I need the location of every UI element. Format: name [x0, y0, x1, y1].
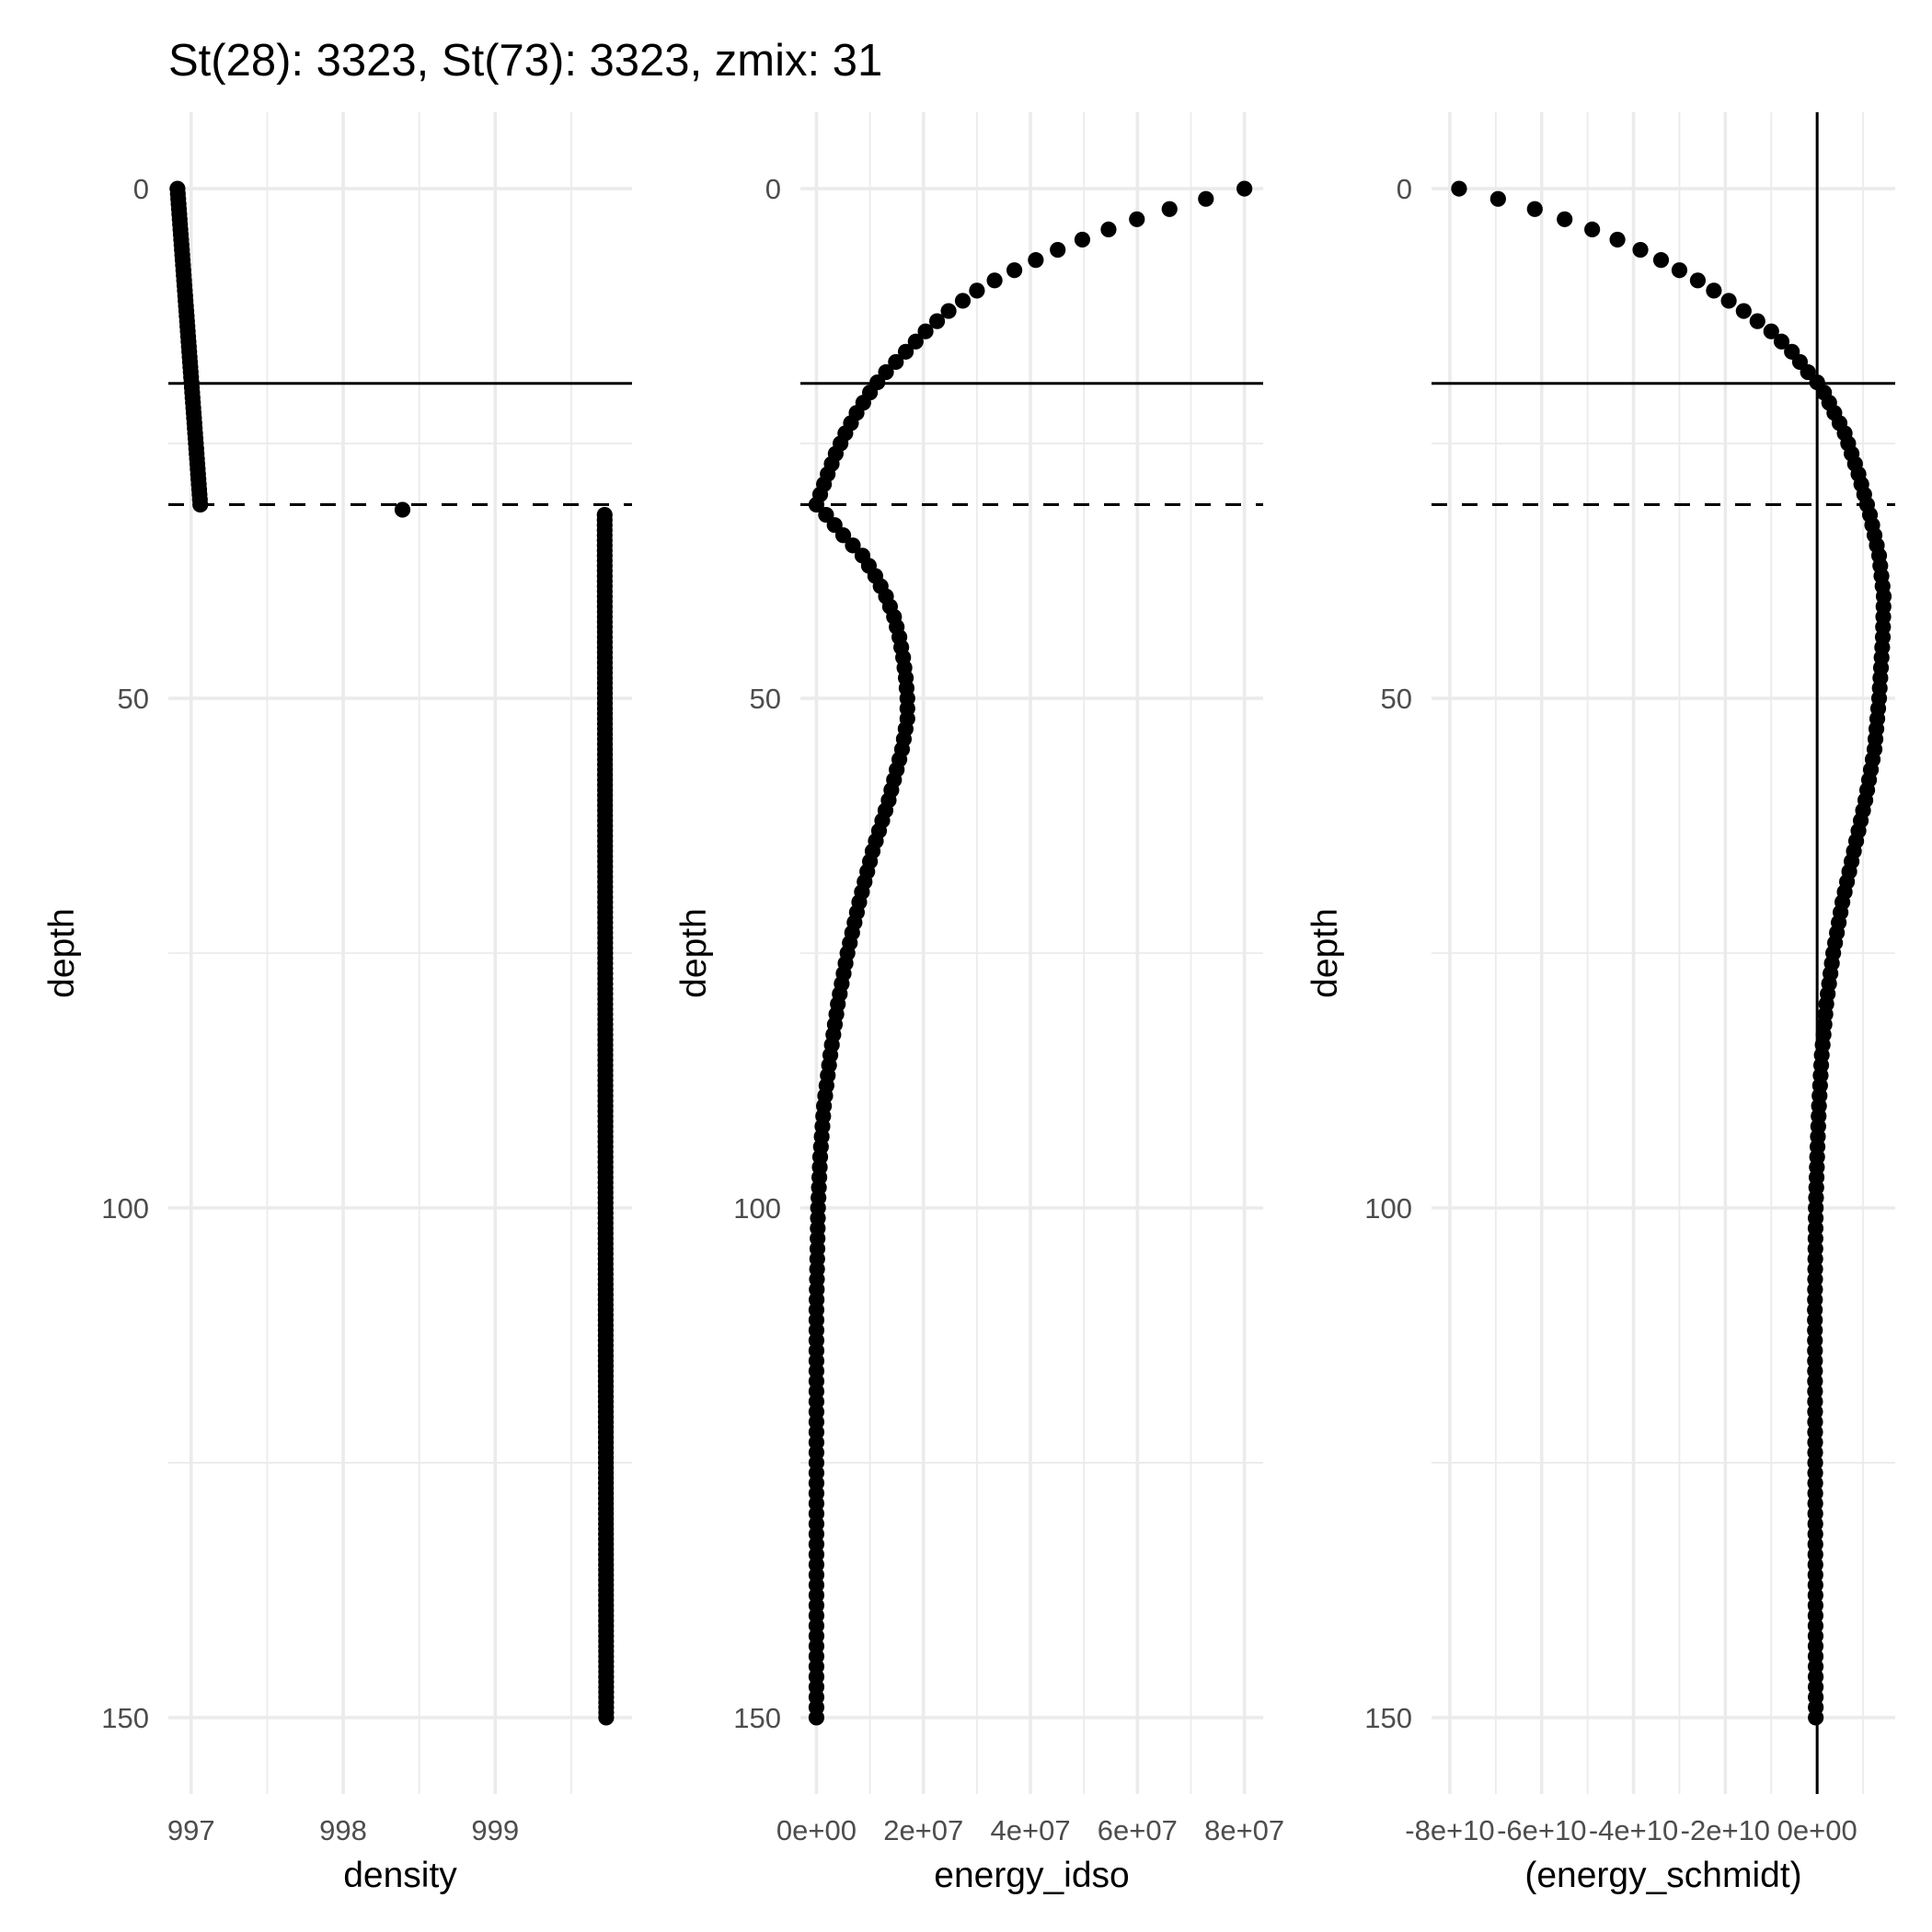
point-energy-idso-0: [1236, 180, 1253, 197]
point-energy-schmidt-3: [1557, 211, 1573, 227]
point-energy-idso-3: [1129, 211, 1145, 227]
x-tick-labels-energy-schmidt: -8e+10 -6e+10 -4e+10 -2e+10 0e+00: [1405, 1814, 1857, 1846]
x-axis-label-density: density: [343, 1856, 457, 1895]
x-axis-label-energy-schmidt: (energy_schmidt): [1524, 1856, 1801, 1895]
grid-density: [168, 112, 632, 1794]
y-tick-label: 50: [118, 683, 149, 715]
point-energy-idso-2: [1161, 201, 1178, 217]
point-energy-idso-5: [1074, 231, 1091, 248]
point-energy-idso-34: [834, 527, 852, 544]
point-energy-schmidt-9: [1689, 272, 1707, 289]
point-energy-idso-9: [986, 272, 1003, 289]
x-tick-label: 6e+07: [1098, 1814, 1178, 1846]
point-energy-schmidt-14: [1763, 323, 1779, 339]
x-tick-label: 997: [167, 1814, 215, 1846]
point-energy-schmidt-6: [1632, 241, 1649, 259]
point-energy-idso-10: [969, 282, 985, 299]
point-energy-schmidt-10: [1706, 282, 1722, 299]
point-energy-schmidt-15: [1773, 333, 1790, 350]
point-energy-schmidt-13: [1749, 313, 1765, 329]
grid-energy-idso: [800, 112, 1263, 1794]
y-tick-labels-energy-schmidt: 0 50 100 150: [1364, 173, 1412, 1734]
panel-energy-schmidt: -8e+10 -6e+10 -4e+10 -2e+10 0e+00 050100150 …: [1305, 112, 1895, 1895]
point-energy-idso-16: [897, 343, 914, 360]
point-energy-schmidt-2: [1526, 201, 1543, 217]
point-energy-idso-8: [1006, 262, 1023, 279]
point-energy-idso-35: [845, 537, 861, 554]
point-energy-schmidt-5: [1609, 231, 1626, 248]
x-tick-label: 4e+07: [991, 1814, 1071, 1846]
x-tick-label: 998: [319, 1814, 367, 1846]
y-tick-label: 100: [101, 1192, 149, 1225]
x-tick-label: 8e+07: [1204, 1814, 1284, 1846]
point-energy-schmidt-0: [1451, 180, 1467, 197]
point-energy-idso-1: [1198, 190, 1214, 207]
point-density-300: [598, 1709, 615, 1726]
panel-density: 997 998 999 0 50 100 150 density depth: [42, 112, 632, 1895]
y-tick-label: 0: [1397, 173, 1412, 205]
point-energy-idso-4: [1100, 221, 1117, 238]
y-axis-label-energy-schmidt: depth: [1305, 908, 1345, 998]
point-energy-schmidt-8: [1671, 262, 1688, 279]
x-tick-labels-density: 997 998 999: [167, 1814, 519, 1846]
x-tick-label: 2e+07: [883, 1814, 963, 1846]
points-energy-idso: [808, 180, 1253, 1726]
y-tick-label: 150: [1364, 1702, 1412, 1734]
y-axis-label-energy-idso: depth: [674, 908, 714, 998]
y-axis-label-density: depth: [42, 908, 82, 998]
y-tick-label: 50: [750, 683, 781, 715]
point-energy-idso-7: [1028, 252, 1044, 269]
y-tick-labels-energy-idso: 0 50 100 150: [733, 173, 781, 1734]
point-density-63: [394, 501, 411, 518]
reference-lines-density: [168, 382, 632, 507]
panel-energy-idso: 0e+00 2e+07 4e+07 6e+07 8e+07 0 50 100 150 ener…: [674, 112, 1284, 1895]
point-energy-idso-14: [917, 323, 934, 339]
y-tick-label: 150: [733, 1702, 781, 1734]
x-axis-label-energy-idso: energy_idso: [934, 1856, 1129, 1895]
point-energy-schmidt-12: [1735, 303, 1752, 319]
points-energy-schmidt: [1451, 180, 1892, 1726]
point-energy-idso-6: [1050, 241, 1066, 259]
point-energy-schmidt-150: [1808, 1709, 1824, 1726]
point-density-62: [192, 496, 209, 513]
chart-title: St(28): 3323, St(73): 3323, zmix: 31: [168, 36, 882, 86]
y-tick-label: 0: [765, 173, 781, 205]
y-tick-label: 0: [133, 173, 149, 205]
point-energy-schmidt-11: [1720, 293, 1737, 309]
y-tick-label: 150: [101, 1702, 149, 1734]
x-tick-label: -2e+10: [1681, 1814, 1770, 1846]
point-energy-idso-15: [907, 333, 924, 350]
x-tick-label: -6e+10: [1497, 1814, 1586, 1846]
y-tick-label: 100: [1364, 1192, 1412, 1225]
point-energy-schmidt-18: [1800, 363, 1816, 381]
x-tick-label: 0e+00: [1777, 1814, 1857, 1846]
y-tick-label: 50: [1381, 683, 1412, 715]
x-tick-label: -8e+10: [1405, 1814, 1494, 1846]
point-energy-idso-31: [808, 496, 825, 513]
x-tick-label: 999: [471, 1814, 519, 1846]
point-energy-idso-13: [928, 313, 946, 329]
y-tick-label: 100: [733, 1192, 781, 1225]
x-tick-labels-energy-idso: 0e+00 2e+07 4e+07 6e+07 8e+07: [776, 1814, 1284, 1846]
x-tick-label: 0e+00: [776, 1814, 857, 1846]
point-energy-idso-11: [954, 293, 972, 309]
points-density: [169, 180, 615, 1726]
y-tick-labels-density: 0 50 100 150: [101, 173, 149, 1734]
point-energy-idso-12: [940, 303, 957, 319]
point-energy-schmidt-7: [1652, 252, 1670, 269]
point-energy-schmidt-1: [1489, 190, 1506, 207]
point-energy-idso-17: [888, 353, 904, 371]
x-tick-label: -4e+10: [1589, 1814, 1678, 1846]
point-energy-schmidt-4: [1584, 221, 1601, 238]
point-energy-idso-150: [808, 1709, 825, 1726]
